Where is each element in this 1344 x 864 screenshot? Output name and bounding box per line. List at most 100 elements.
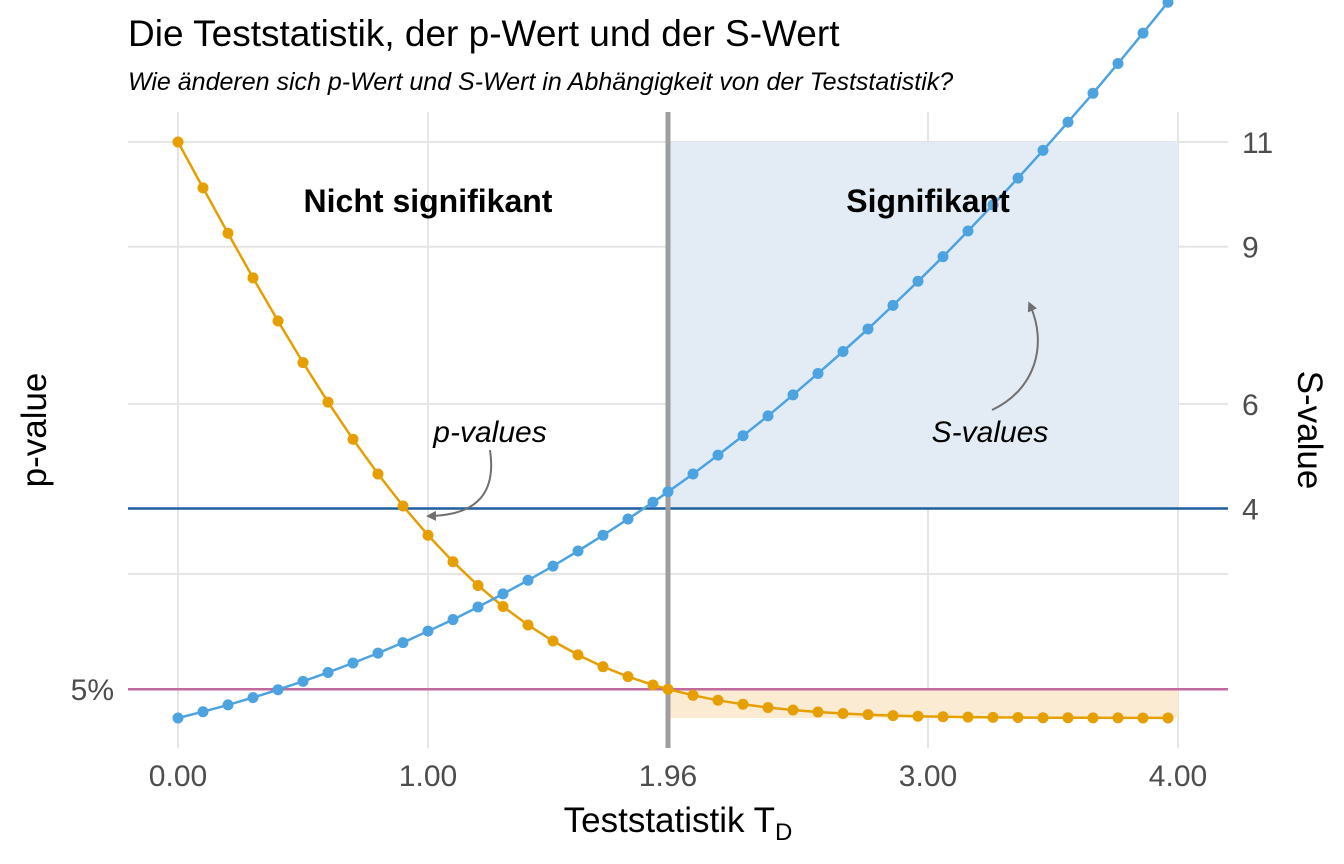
s-value-point	[837, 345, 849, 357]
p-value-point	[662, 683, 674, 695]
reference-lines	[128, 112, 1228, 748]
p-value-point	[1012, 712, 1024, 724]
p-value-point	[737, 698, 749, 710]
labels-layer: 0.00 1.00 1.96 3.00 4.00 5% 4 6 9 11 Nicht signifi…	[71, 127, 1274, 793]
x-tick-label: 1.96	[639, 760, 697, 793]
s-value-point	[472, 601, 484, 613]
s-value-point	[172, 712, 184, 724]
p-value-point	[497, 600, 509, 612]
s-value-point	[662, 486, 674, 498]
y-right-tick-label: 4	[1242, 494, 1259, 527]
region-label-significant: Signifikant	[846, 183, 1010, 219]
y-right-tick-label: 6	[1242, 389, 1259, 422]
s-value-point	[197, 706, 209, 718]
s-value-point	[1112, 57, 1124, 69]
p-value-point	[912, 710, 924, 722]
y-axis-right-title: S-value	[1290, 371, 1329, 490]
p-value-point	[447, 556, 459, 568]
y-right-tick-label: 9	[1242, 232, 1259, 265]
s-value-point	[572, 545, 584, 557]
s-value-point	[422, 625, 434, 637]
p-value-point	[687, 689, 699, 701]
p-value-point	[1137, 712, 1149, 724]
p-value-point	[762, 701, 774, 713]
s-value-point	[597, 529, 609, 541]
s-value-point	[687, 468, 699, 480]
p-value-point	[987, 711, 999, 723]
series-layer	[172, 0, 1174, 724]
annotation-s-values-arrow	[991, 301, 1039, 411]
x-tick-label: 0.00	[149, 760, 207, 793]
y-left-tick-label: 5%	[71, 674, 114, 707]
s-value-point	[372, 647, 384, 659]
s-value-point	[737, 430, 749, 442]
s-value-point	[297, 675, 309, 687]
p-value-point	[787, 704, 799, 716]
s-value-point	[222, 699, 234, 711]
s-value-point	[787, 389, 799, 401]
p-value-point	[622, 671, 634, 683]
s-value-point	[322, 666, 334, 678]
p-value-point	[572, 649, 584, 661]
s-value-point	[397, 637, 409, 649]
p-value-point	[1112, 712, 1124, 724]
p-value-point	[597, 661, 609, 673]
p-value-point	[962, 711, 974, 723]
s-value-point	[1037, 144, 1049, 156]
p-value-point	[247, 272, 259, 284]
p-value-point	[347, 433, 359, 445]
p-value-point	[272, 315, 284, 327]
s-value-point	[1087, 87, 1099, 99]
p-value-point	[1062, 712, 1074, 724]
s-value-point	[447, 614, 459, 626]
s-value-point	[812, 367, 824, 379]
p-value-point	[372, 468, 384, 480]
p-value-point	[862, 709, 874, 721]
annotation-s-values: S-values	[932, 416, 1049, 449]
chart-subtitle: Wie änderen sich p-Wert und S-Wert in Ab…	[128, 68, 953, 96]
p-value-point	[397, 500, 409, 512]
y-axis-left-title: p-value	[15, 373, 54, 488]
p-value-point	[472, 579, 484, 591]
chart-title: Die Teststatistik, der p-Wert und der S-…	[128, 13, 840, 54]
annotation-p-values-arrow	[426, 449, 493, 521]
p-value-point	[222, 227, 234, 239]
x-tick-label: 3.00	[899, 760, 957, 793]
p-value-point	[837, 708, 849, 720]
x-axis-title: Teststatistik TD	[564, 801, 793, 846]
x-tick-label: 1.00	[399, 760, 457, 793]
y-right-tick-label: 11	[1242, 127, 1273, 160]
s-value-point	[522, 574, 534, 586]
p-value-point	[197, 182, 209, 194]
significant-region-fill	[668, 142, 1178, 509]
p-value-point	[1037, 712, 1049, 724]
s-value-point	[1137, 27, 1149, 39]
p-value-point	[937, 711, 949, 723]
p-value-point	[812, 706, 824, 718]
s-value-point	[622, 513, 634, 525]
p-value-point	[712, 694, 724, 706]
x-axis-title-main: Teststatistik T	[564, 801, 775, 840]
s-value-point	[912, 275, 924, 287]
s-value-point	[862, 323, 874, 335]
p-value-point	[647, 679, 659, 691]
s-value-point	[1012, 172, 1024, 184]
s-value-point	[247, 692, 259, 704]
p-value-point	[1162, 712, 1174, 724]
s-value-point	[547, 560, 559, 572]
s-value-point	[712, 449, 724, 461]
s-value-point	[347, 657, 359, 669]
p-value-point	[1087, 712, 1099, 724]
s-value-point	[987, 199, 999, 211]
s-value-point	[497, 588, 509, 600]
s-value-point	[647, 496, 659, 508]
s-value-point	[1162, 0, 1174, 8]
p-value-point	[522, 619, 534, 631]
region-label-not-significant: Nicht signifikant	[304, 183, 553, 219]
p-value-point	[422, 529, 434, 541]
s-value-point	[1062, 116, 1074, 128]
x-tick-label: 4.00	[1149, 760, 1207, 793]
x-axis-title-subscript: D	[775, 819, 792, 846]
s-value-point	[887, 299, 899, 311]
